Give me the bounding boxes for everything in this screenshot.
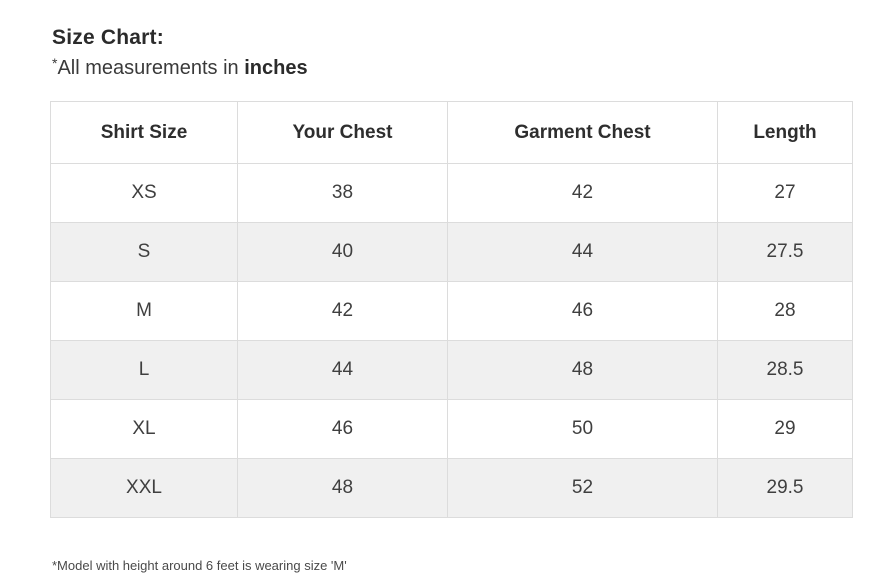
cell-garment-chest: 50 — [447, 399, 718, 459]
measurement-note: *All measurements in inches — [52, 55, 895, 80]
cell-shirt-size: XS — [50, 163, 238, 223]
cell-length: 29.5 — [717, 458, 853, 518]
table-row-l: L 44 48 28.5 — [50, 340, 853, 400]
cell-shirt-size: M — [50, 281, 238, 341]
cell-length: 28.5 — [717, 340, 853, 400]
table-row-xs: XS 38 42 27 — [50, 163, 853, 223]
cell-length: 27.5 — [717, 222, 853, 282]
header-garment-chest: Garment Chest — [447, 101, 718, 164]
measurement-unit: inches — [244, 57, 308, 79]
table-row-s: S 40 44 27.5 — [50, 222, 853, 282]
cell-your-chest: 40 — [237, 222, 448, 282]
table-row-m: M 42 46 28 — [50, 281, 853, 341]
cell-garment-chest: 52 — [447, 458, 718, 518]
cell-garment-chest: 44 — [447, 222, 718, 282]
table-header-row: Shirt Size Your Chest Garment Chest Leng… — [50, 101, 853, 164]
cell-shirt-size: XXL — [50, 458, 238, 518]
header-your-chest: Your Chest — [237, 101, 448, 164]
cell-your-chest: 38 — [237, 163, 448, 223]
page-title: Size Chart: — [52, 26, 164, 49]
cell-your-chest: 42 — [237, 281, 448, 341]
cell-length: 28 — [717, 281, 853, 341]
table-row-xxl: XXL 48 52 29.5 — [50, 458, 853, 518]
asterisk-superscript: * — [52, 55, 58, 71]
cell-your-chest: 46 — [237, 399, 448, 459]
cell-your-chest: 44 — [237, 340, 448, 400]
model-footnote: *Model with height around 6 feet is wear… — [52, 558, 347, 573]
size-chart-header: Size Chart: *All measurements in inches — [0, 0, 895, 80]
cell-shirt-size: S — [50, 222, 238, 282]
size-chart-table: Shirt Size Your Chest Garment Chest Leng… — [50, 101, 853, 518]
cell-length: 29 — [717, 399, 853, 459]
cell-garment-chest: 46 — [447, 281, 718, 341]
header-shirt-size: Shirt Size — [50, 101, 238, 164]
table-row-xl: XL 46 50 29 — [50, 399, 853, 459]
cell-shirt-size: L — [50, 340, 238, 400]
cell-garment-chest: 48 — [447, 340, 718, 400]
cell-length: 27 — [717, 163, 853, 223]
cell-shirt-size: XL — [50, 399, 238, 459]
cell-your-chest: 48 — [237, 458, 448, 518]
measurement-note-text: All measurements in — [57, 57, 245, 79]
cell-garment-chest: 42 — [447, 163, 718, 223]
header-length: Length — [717, 101, 853, 164]
